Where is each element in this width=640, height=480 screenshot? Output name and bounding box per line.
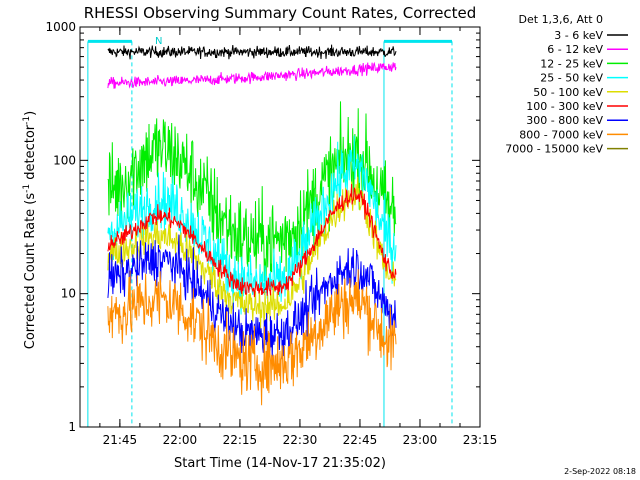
legend-entry-label: 50 - 100 keV bbox=[533, 86, 603, 99]
series-line bbox=[107, 269, 397, 406]
x-tick-label: 23:00 bbox=[403, 433, 438, 447]
series-line bbox=[107, 101, 397, 282]
legend-entry-label: 12 - 25 keV bbox=[540, 57, 603, 70]
x-axis-label: Start Time (14-Nov-17 21:35:02) bbox=[174, 456, 386, 471]
series-line bbox=[107, 44, 397, 60]
chart-title: RHESSI Observing Summary Count Rates, Co… bbox=[84, 4, 477, 22]
series-line bbox=[107, 183, 397, 298]
legend-entry-label: 7000 - 15000 keV bbox=[505, 143, 603, 156]
y-tick-label: 1000 bbox=[45, 20, 76, 34]
y-tick-label: 1 bbox=[68, 420, 76, 434]
x-tick-label: 22:30 bbox=[283, 433, 318, 447]
flag-label-n: N bbox=[155, 36, 162, 47]
legend-entry-label: 100 - 300 keV bbox=[526, 100, 603, 113]
legend-entry-label: 3 - 6 keV bbox=[554, 29, 603, 42]
series-line bbox=[107, 61, 397, 89]
legend-title: Det 1,3,6, Att 0 bbox=[519, 13, 603, 26]
y-axis-label: Corrected Count Rate (s-1 detector-1) bbox=[22, 111, 38, 349]
ticks-layer: 21:45 22:00 22:15 22:30 22:45 23:00 23:15 1 10 10… bbox=[45, 20, 497, 447]
legend-entry-label: 25 - 50 keV bbox=[540, 72, 603, 85]
legend-entry-label: 800 - 7000 keV bbox=[519, 128, 603, 141]
x-tick-label: 22:00 bbox=[163, 433, 198, 447]
x-tick-label: 21:45 bbox=[103, 433, 138, 447]
x-tick-label: 22:15 bbox=[223, 433, 258, 447]
timestamp: 2-Sep-2022 08:18 bbox=[564, 467, 636, 476]
series-line bbox=[107, 234, 397, 360]
x-tick-label: 22:45 bbox=[343, 433, 378, 447]
y-tick-label: 10 bbox=[61, 287, 76, 301]
y-tick-label: 100 bbox=[53, 153, 76, 167]
legend-entry-label: 6 - 12 keV bbox=[547, 43, 603, 56]
series-line bbox=[107, 135, 397, 315]
series-layer bbox=[107, 44, 397, 406]
x-tick-label: 23:15 bbox=[463, 433, 498, 447]
legend-entry-label: 300 - 800 keV bbox=[526, 114, 603, 127]
